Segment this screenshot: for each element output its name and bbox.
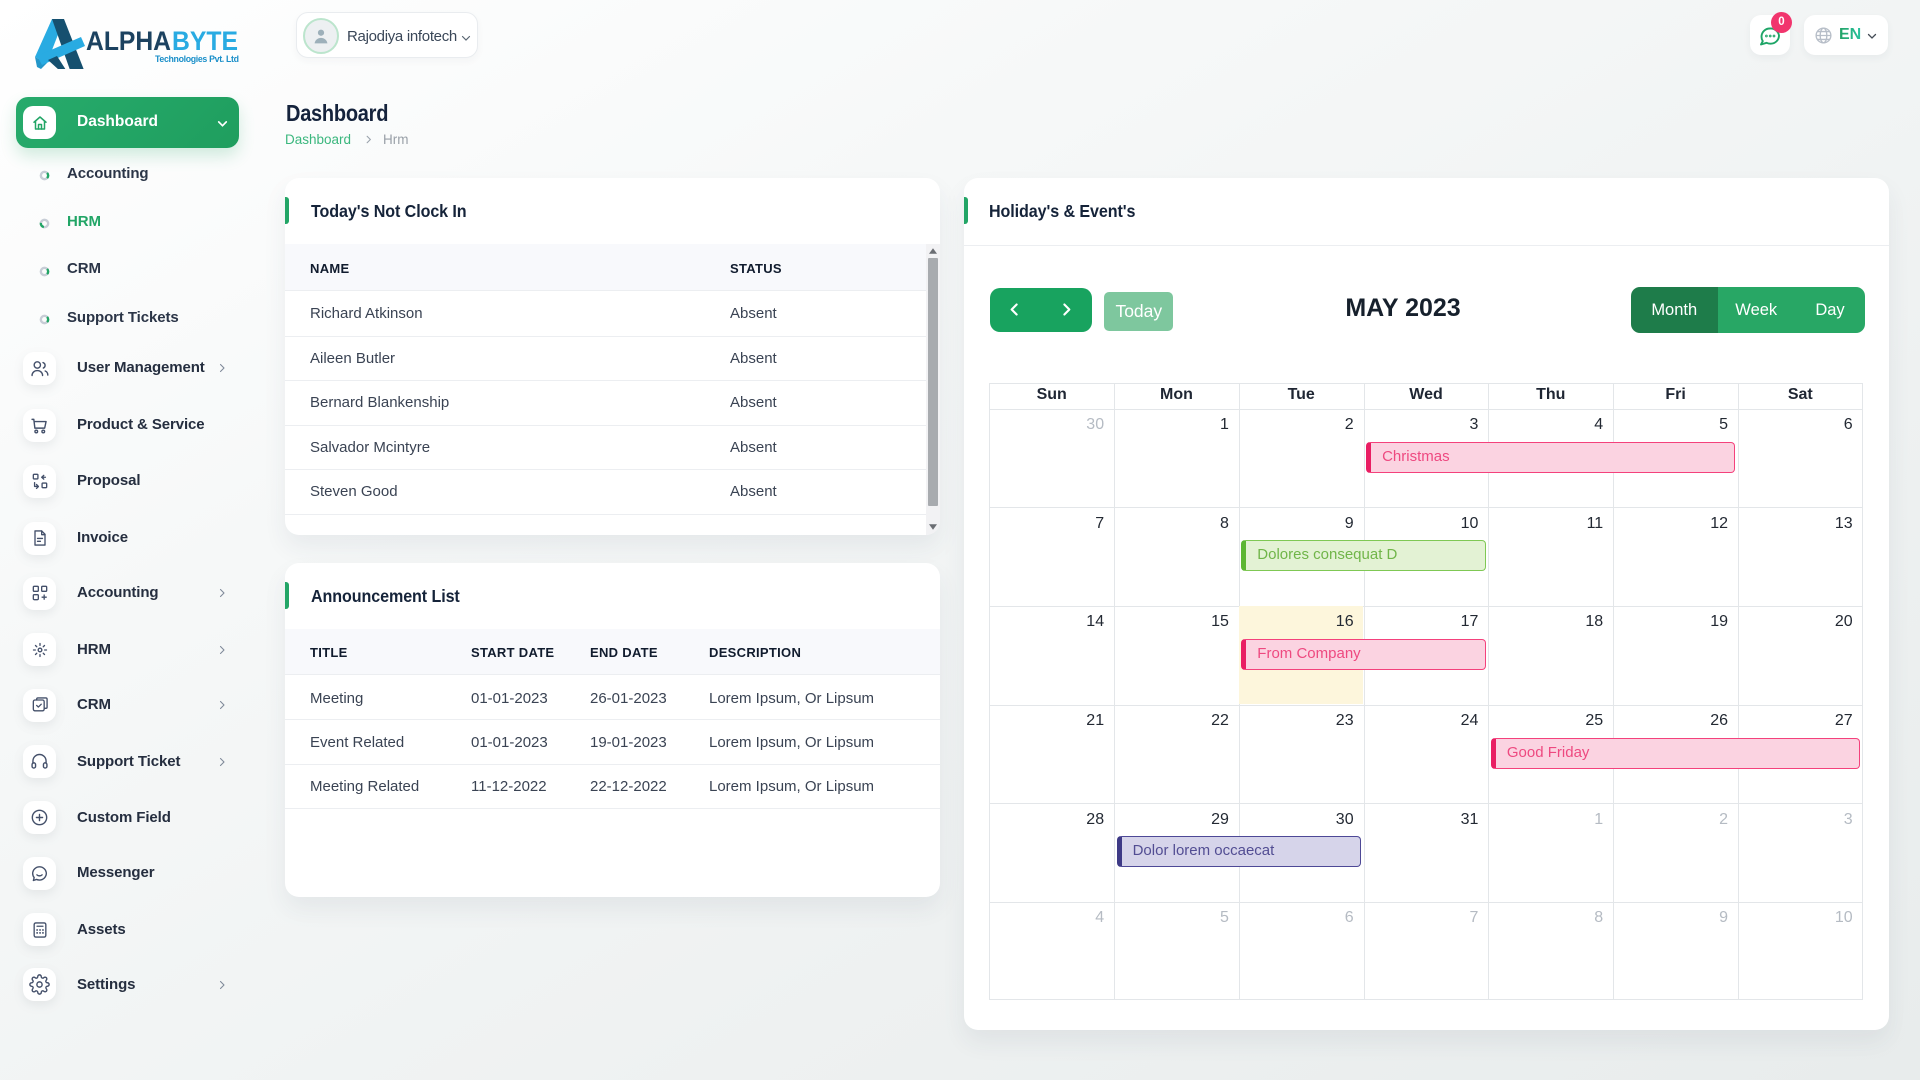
- svg-text:BYTE: BYTE: [172, 26, 238, 56]
- svg-text:ALPHA: ALPHA: [86, 26, 171, 56]
- svg-text:Technologies Pvt. Ltd: Technologies Pvt. Ltd: [155, 54, 239, 64]
